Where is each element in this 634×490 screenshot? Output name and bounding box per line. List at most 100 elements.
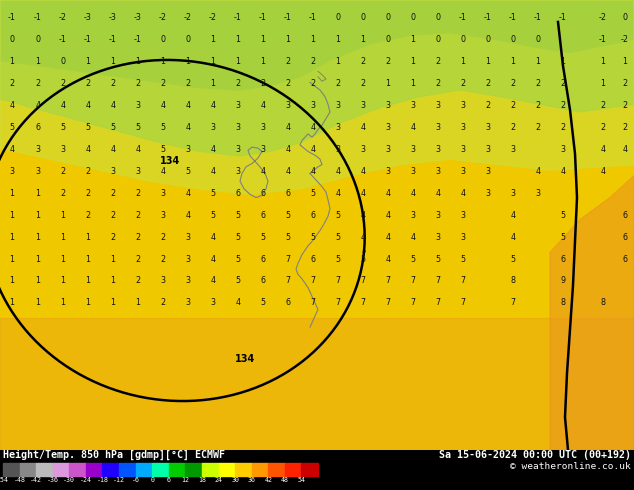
Text: 1: 1 <box>210 35 216 44</box>
Text: 2: 2 <box>536 101 541 110</box>
Text: 7: 7 <box>285 276 290 286</box>
Text: 5: 5 <box>235 211 240 220</box>
Text: 8: 8 <box>600 298 605 307</box>
Text: 2: 2 <box>136 233 141 242</box>
Text: 1: 1 <box>60 276 65 286</box>
Text: 2: 2 <box>436 79 441 88</box>
Text: 0: 0 <box>150 477 154 483</box>
Text: 3: 3 <box>361 101 365 110</box>
Text: 4: 4 <box>361 189 365 197</box>
Text: 5: 5 <box>86 123 91 132</box>
Text: 7: 7 <box>510 298 515 307</box>
Text: 1: 1 <box>385 79 391 88</box>
Text: -3: -3 <box>134 13 142 22</box>
Text: 1: 1 <box>210 79 216 88</box>
Text: 0: 0 <box>335 13 340 22</box>
Text: 3: 3 <box>410 167 415 176</box>
Text: 4: 4 <box>261 167 266 176</box>
Text: 4: 4 <box>285 145 290 154</box>
Text: 3: 3 <box>235 167 240 176</box>
Text: 3: 3 <box>410 101 415 110</box>
Text: 2: 2 <box>136 79 141 88</box>
Text: 3: 3 <box>385 167 391 176</box>
Polygon shape <box>0 0 634 156</box>
Text: 0: 0 <box>510 35 515 44</box>
Text: 3: 3 <box>186 298 190 307</box>
Text: 134: 134 <box>160 156 180 166</box>
Text: -1: -1 <box>34 13 42 22</box>
Text: -2: -2 <box>59 13 67 22</box>
Text: 4: 4 <box>436 189 441 197</box>
Text: 1: 1 <box>361 35 365 44</box>
Text: 3: 3 <box>311 101 316 110</box>
Text: -6: -6 <box>132 477 139 483</box>
Text: -36: -36 <box>47 477 59 483</box>
Bar <box>53 463 69 476</box>
Text: 1: 1 <box>460 57 465 66</box>
Text: 42: 42 <box>264 477 272 483</box>
Text: 7: 7 <box>410 298 415 307</box>
Text: 1: 1 <box>36 276 41 286</box>
Text: 5: 5 <box>110 123 115 132</box>
Text: 6: 6 <box>623 211 628 220</box>
Text: 6: 6 <box>623 233 628 242</box>
Text: 4: 4 <box>210 101 216 110</box>
Polygon shape <box>550 175 634 450</box>
Text: 2: 2 <box>60 167 65 176</box>
Text: 4: 4 <box>60 101 65 110</box>
Text: 2: 2 <box>311 57 316 66</box>
Text: 6: 6 <box>167 477 171 483</box>
Text: 3: 3 <box>285 101 290 110</box>
Text: 4: 4 <box>210 167 216 176</box>
Text: 3: 3 <box>536 189 541 197</box>
Text: 0: 0 <box>486 35 491 44</box>
Text: 5: 5 <box>311 233 316 242</box>
Text: 2: 2 <box>160 298 165 307</box>
Text: 5: 5 <box>436 254 441 264</box>
Text: 1: 1 <box>60 254 65 264</box>
Text: 7: 7 <box>361 298 366 307</box>
Text: 1: 1 <box>335 57 340 66</box>
Text: 2: 2 <box>311 79 316 88</box>
Text: 1: 1 <box>536 57 541 66</box>
Text: 1: 1 <box>36 254 41 264</box>
Text: 134: 134 <box>235 354 255 364</box>
Text: 5: 5 <box>235 276 240 286</box>
Text: 1: 1 <box>86 276 91 286</box>
Text: 4: 4 <box>110 101 115 110</box>
Text: 4: 4 <box>385 189 391 197</box>
Text: -1: -1 <box>309 13 317 22</box>
Text: 8: 8 <box>560 298 566 307</box>
Text: -48: -48 <box>13 477 25 483</box>
Text: 3: 3 <box>460 167 465 176</box>
Text: 3: 3 <box>60 145 65 154</box>
Text: 1: 1 <box>86 254 91 264</box>
Text: 5: 5 <box>10 123 15 132</box>
Text: 12: 12 <box>181 477 190 483</box>
Text: 4: 4 <box>210 145 216 154</box>
Text: 4: 4 <box>311 123 316 132</box>
Text: -1: -1 <box>534 13 542 22</box>
Text: 4: 4 <box>510 211 515 220</box>
Text: 1: 1 <box>10 189 15 197</box>
Text: 4: 4 <box>361 123 365 132</box>
Text: -42: -42 <box>30 477 42 483</box>
Text: 3: 3 <box>361 145 365 154</box>
Bar <box>169 463 185 476</box>
Text: 4: 4 <box>385 211 391 220</box>
Text: 1: 1 <box>36 189 41 197</box>
Text: 2: 2 <box>623 101 628 110</box>
Text: 6: 6 <box>261 211 266 220</box>
Text: 1: 1 <box>235 35 240 44</box>
Text: 2: 2 <box>110 79 115 88</box>
Text: 4: 4 <box>110 145 115 154</box>
Text: 2: 2 <box>285 79 290 88</box>
Text: 3: 3 <box>136 101 141 110</box>
Text: 1: 1 <box>60 298 65 307</box>
Text: 5: 5 <box>285 211 290 220</box>
Text: 7: 7 <box>361 276 366 286</box>
Text: 5: 5 <box>210 189 216 197</box>
Text: 1: 1 <box>600 79 605 88</box>
Text: 1: 1 <box>60 211 65 220</box>
Text: 2: 2 <box>285 57 290 66</box>
